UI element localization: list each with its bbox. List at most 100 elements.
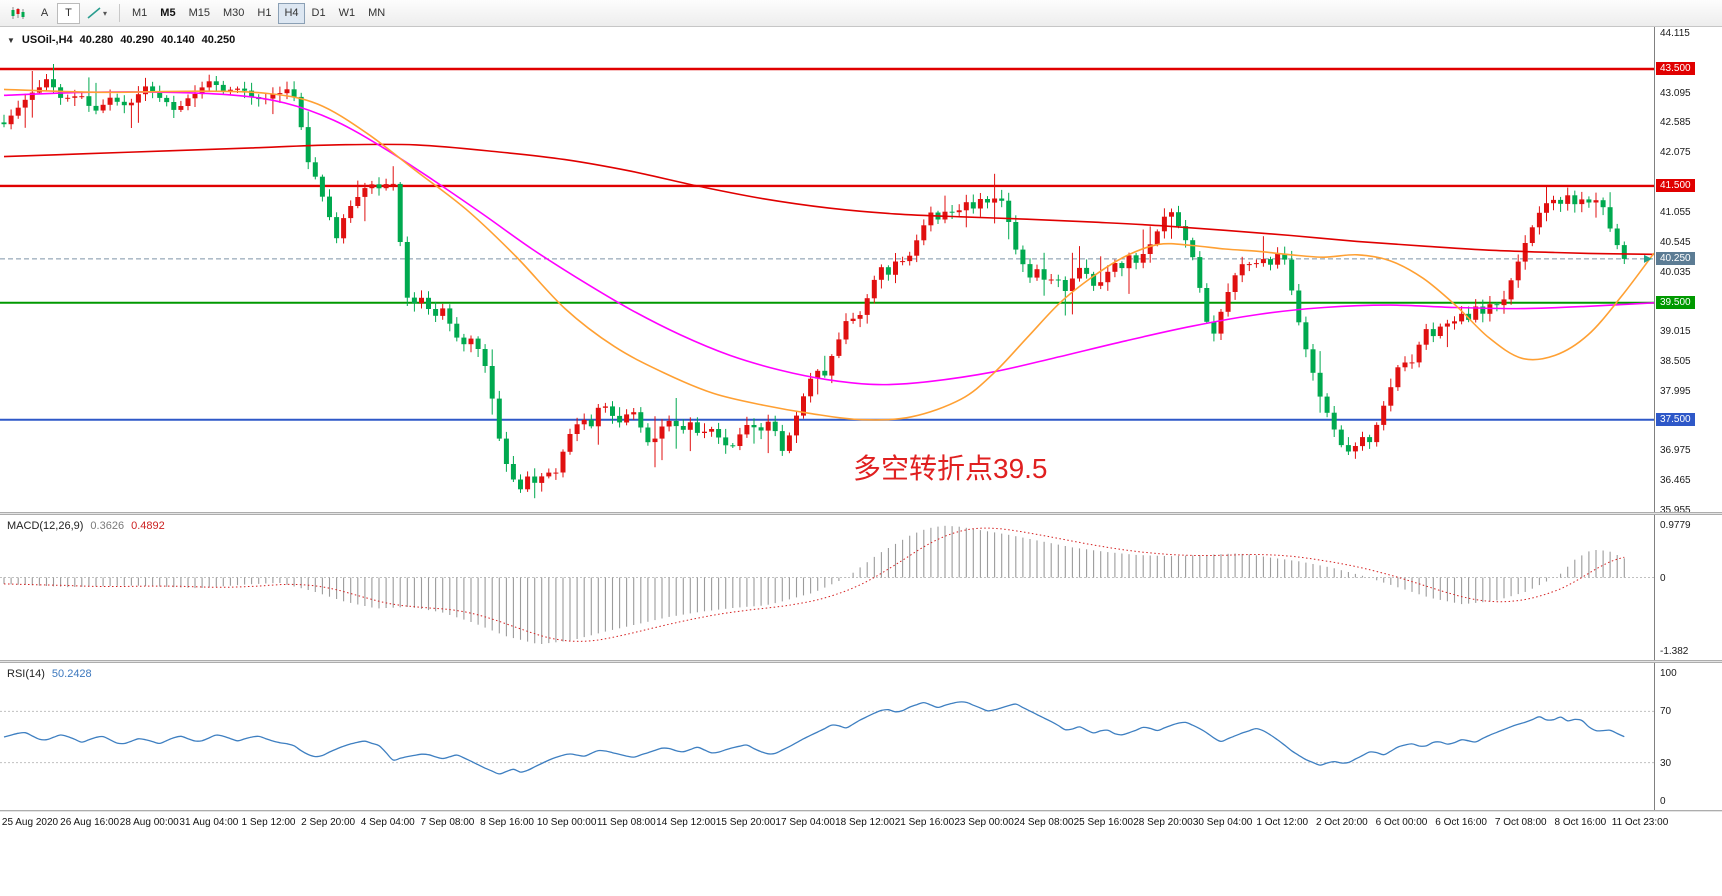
time-axis[interactable]: 25 Aug 2020 26 Aug 16:00 28 Aug 00:00 31 Au…	[0, 812, 1722, 834]
time-axis-label: 1 Sep 12:00	[241, 817, 296, 828]
macd-signal-value: 0.4892	[131, 520, 165, 532]
price-axis-label: 44.115	[1660, 28, 1690, 39]
macd-chart[interactable]	[0, 515, 1654, 660]
timeframe-m5[interactable]: M5	[154, 3, 181, 24]
timeframe-h4[interactable]: H4	[278, 2, 305, 24]
toolbar: A T ▾ M1 M5 M15 M30 H1 H4 D1 W1 MN	[0, 0, 1722, 27]
time-axis-label: 30 Sep 04:00	[1192, 817, 1253, 828]
macd-header: MACD(12,26,9) 0.3626 0.4892	[7, 520, 165, 532]
price-axis-label: 39.015	[1660, 326, 1691, 338]
rsi-header: RSI(14) 50.2428	[7, 668, 92, 680]
time-axis-label: 11 Sep 08:00	[596, 817, 656, 828]
price-badge: 43.500	[1656, 61, 1695, 75]
quote-high: 40.290	[120, 34, 154, 46]
price-axis-label: 36.975	[1660, 445, 1691, 457]
macd-axis[interactable]: 0.9779 0 -1.382	[1654, 515, 1722, 660]
time-axis-label: 8 Sep 16:00	[480, 817, 534, 828]
time-axis-label: 25 Aug 2020	[1, 817, 59, 828]
time-axis-label: 2 Sep 20:00	[301, 817, 356, 828]
charts-icon-button[interactable]	[4, 3, 32, 24]
main-chart-panel[interactable]: ▼ USOil-,H4 40.280 40.290 40.140 40.250 …	[0, 27, 1654, 512]
price-badge: 41.500	[1656, 178, 1695, 192]
collapse-icon[interactable]: ▼	[7, 35, 15, 45]
price-badge: 39.500	[1656, 295, 1695, 309]
price-axis-label: 36.465	[1660, 475, 1691, 487]
time-axis-label: 15 Sep 20:00	[715, 817, 776, 828]
time-axis-label: 24 Sep 08:00	[1013, 817, 1074, 828]
rsi-axis-label: 100	[1660, 668, 1677, 679]
chart-header: ▼ USOil-,H4 40.280 40.290 40.140 40.250	[7, 34, 235, 46]
draw-tool-button[interactable]: ▾	[81, 3, 113, 24]
rsi-chart[interactable]	[0, 663, 1654, 810]
symbol-label: USOil-,H4	[21, 34, 73, 46]
timeframe-m1[interactable]: M1	[126, 3, 153, 24]
candlestick-chart[interactable]	[0, 27, 1654, 512]
time-axis-label: 1 Oct 12:00	[1256, 817, 1309, 828]
mini-candle-chart-icon	[11, 7, 25, 19]
rsi-axis-label: 0	[1660, 796, 1666, 807]
price-axis-label: 35.955	[1660, 505, 1691, 516]
cursor-tool-button[interactable]: A	[33, 3, 56, 24]
panel-splitter[interactable]	[0, 512, 1722, 515]
macd-axis-label: -1.382	[1660, 646, 1689, 658]
chart-annotation-text[interactable]: 多空转折点39.5	[853, 453, 1048, 484]
price-axis-label: 38.505	[1660, 355, 1691, 367]
quote-low: 40.140	[160, 34, 195, 46]
price-axis-label: 41.055	[1660, 206, 1691, 218]
price-axis-label: 42.075	[1660, 147, 1691, 159]
rsi-axis-label: 70	[1660, 706, 1672, 718]
time-axis-label: 28 Sep 20:00	[1133, 817, 1193, 828]
time-axis-label: 8 Oct 16:00	[1554, 817, 1607, 828]
time-axis-label: 26 Aug 16:00	[60, 817, 120, 828]
price-axis-label: 40.035	[1660, 266, 1691, 278]
timeframe-m30[interactable]: M30	[217, 3, 250, 24]
time-axis-label: 6 Oct 16:00	[1435, 817, 1487, 828]
macd-axis-label: 0.9779	[1660, 520, 1691, 532]
macd-axis-label: 0	[1660, 572, 1666, 584]
time-axis-label: 18 Sep 12:00	[835, 817, 895, 828]
time-axis-label: 23 Sep 00:00	[954, 817, 1014, 828]
rsi-value: 50.2428	[51, 668, 92, 680]
macd-panel[interactable]: MACD(12,26,9) 0.3626 0.4892	[0, 515, 1654, 660]
timeframe-mn[interactable]: MN	[362, 3, 391, 24]
rsi-panel[interactable]: RSI(14) 50.2428	[0, 663, 1654, 810]
quote-open: 40.280	[79, 34, 114, 46]
quote-close: 40.250	[201, 34, 236, 46]
price-axis[interactable]: 44.115 43.095 42.585 42.075 41.055 40.545 40.0…	[1654, 27, 1722, 516]
timeframe-w1[interactable]: W1	[333, 3, 362, 24]
time-axis-label: 28 Aug 00:00	[119, 817, 179, 828]
price-axis-label: 40.545	[1660, 236, 1691, 248]
caret-down-icon: ▾	[103, 8, 108, 18]
time-axis-label: 7 Oct 08:00	[1494, 817, 1547, 828]
time-axis-label: 21 Sep 16:00	[894, 817, 955, 828]
rsi-axis[interactable]: 100 70 30 0	[1654, 663, 1722, 810]
panel-splitter[interactable]	[0, 810, 1722, 812]
time-axis-label: 7 Sep 08:00	[420, 817, 475, 828]
time-axis-label: 4 Sep 04:00	[360, 817, 415, 828]
text-tool-button[interactable]: T	[57, 2, 80, 24]
time-axis-label: 2 Oct 20:00	[1315, 817, 1368, 828]
time-axis-label: 6 Oct 00:00	[1375, 817, 1428, 828]
toolbar-separator	[119, 4, 121, 22]
timeframe-m15[interactable]: M15	[183, 3, 216, 24]
macd-label: MACD(12,26,9)	[7, 520, 84, 532]
price-badge: 40.250	[1656, 251, 1695, 265]
time-axis-label: 11 Oct 23:00	[1611, 817, 1669, 828]
rsi-axis-label: 30	[1660, 757, 1672, 769]
time-axis-label: 10 Sep 00:00	[536, 817, 597, 828]
price-axis-label: 42.585	[1660, 117, 1691, 129]
time-axis-label: 25 Sep 16:00	[1073, 817, 1134, 828]
price-badge: 37.500	[1656, 412, 1695, 426]
trendline-icon	[87, 7, 101, 19]
price-axis-label: 37.995	[1660, 385, 1691, 397]
time-axis-label: 17 Sep 04:00	[775, 817, 835, 828]
time-axis-label: 31 Aug 04:00	[179, 817, 239, 828]
price-axis-label: 43.095	[1660, 87, 1691, 99]
panel-splitter[interactable]	[0, 660, 1722, 663]
time-axis-label: 14 Sep 12:00	[656, 817, 716, 828]
rsi-label: RSI(14)	[7, 668, 45, 680]
macd-value: 0.3626	[90, 520, 125, 532]
timeframe-d1[interactable]: D1	[306, 3, 332, 24]
timeframe-h1[interactable]: H1	[251, 3, 277, 24]
